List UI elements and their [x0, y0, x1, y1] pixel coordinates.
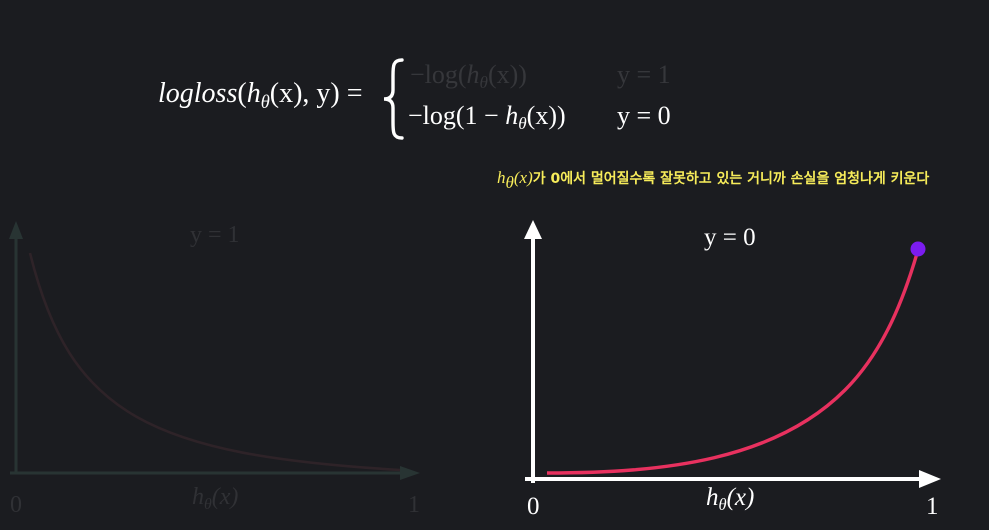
right-graph-marker [910, 241, 926, 257]
left-graph [9, 221, 420, 480]
annotation-text: hθ(x)가 0에서 멀어질수록 잘못하고 있는 거니까 손실을 엄청나게 키운… [497, 168, 930, 193]
formula-lhs: logloss(hθ(x), y) = [158, 78, 363, 112]
left-graph-title: y = 1 [190, 222, 240, 248]
left-graph-x-label: hθ(x) [192, 484, 239, 514]
right-graph-x-max: 1 [926, 493, 939, 520]
right-graph-y-arrow [524, 220, 542, 239]
formula-case-2: −log(1 − hθ(x)) [408, 101, 566, 134]
formula-lhs-name: logloss [158, 78, 238, 109]
left-graph-x-min: 0 [10, 492, 22, 518]
left-graph-x-max: 1 [408, 492, 420, 518]
formula-curly-brace [383, 58, 404, 140]
logloss-formula: logloss(hθ(x), y) = −log(hθ(x)) y = 1 −l… [0, 0, 989, 150]
left-graph-x-arrow [400, 466, 420, 480]
right-graph-title: y = 0 [704, 224, 756, 251]
formula-case-1: −log(hθ(x)) [410, 60, 527, 93]
formula-lhs-h: h [246, 78, 261, 109]
right-graph [524, 220, 941, 488]
right-graph-x-arrow [919, 470, 941, 488]
formula-lhs-theta: θ [260, 91, 270, 112]
right-graph-curve [546, 249, 920, 475]
right-graph-x-label: hθ(x) [706, 484, 755, 515]
left-graph-y-arrow [9, 221, 23, 239]
left-graph-curve [28, 252, 401, 472]
right-graph-x-min: 0 [527, 493, 540, 520]
formula-case-2-condition: y = 0 [617, 101, 671, 130]
formula-lhs-rest: (x), y) = [269, 78, 363, 109]
formula-case-1-condition: y = 1 [617, 60, 671, 89]
